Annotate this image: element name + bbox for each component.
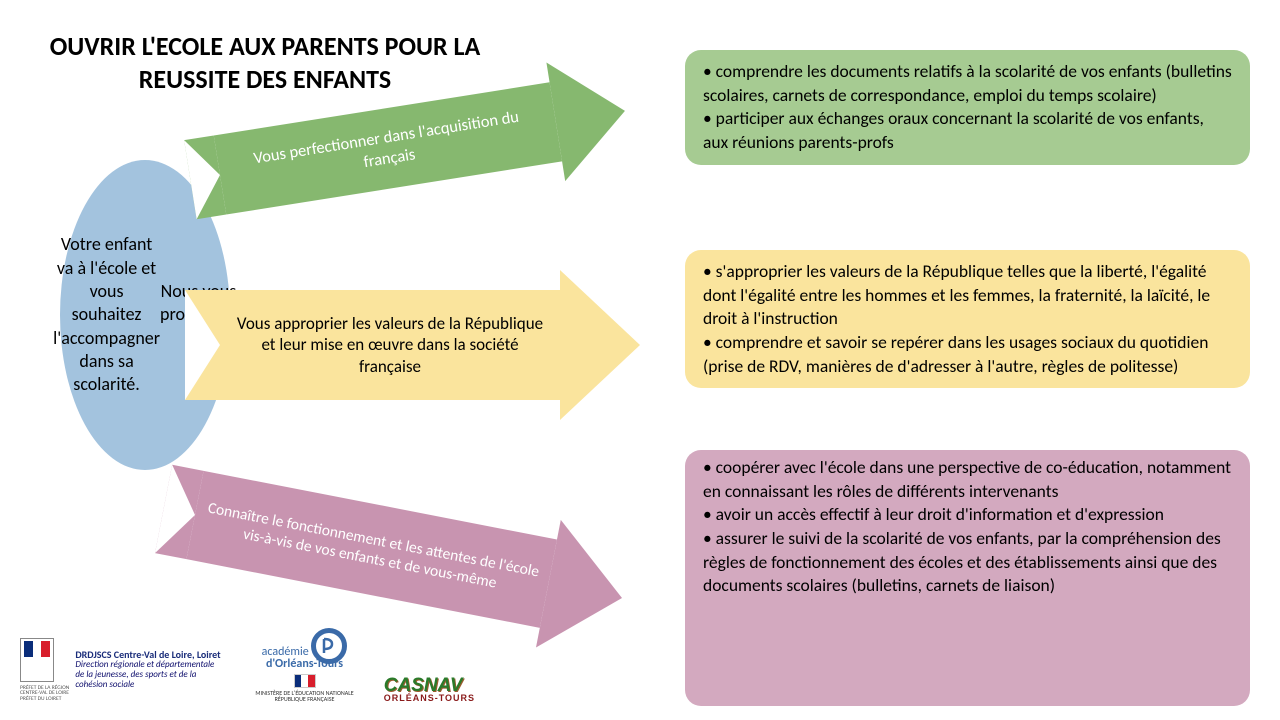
outcome-box-3: • coopérer avec l'école dans une perspec… [685,450,1250,706]
arrow-school-label: Connaître le fonctionnement et les atten… [186,471,557,628]
arrow-values: Vous approprier les valeurs de la Républ… [220,290,560,400]
arrow-french-label: Vous perfectionner dans l'acquisition du… [214,82,562,214]
outcome-box-2: • s'approprier les valeurs de la Républi… [685,250,1250,388]
logo-strip: PRÉFET DE LA RÉGION CENTRE-VAL DE LOIRE … [20,628,475,702]
logo-academie: académie d'Orléans-Tours MINISTÈRE DE L'… [255,628,353,702]
logo-drdjscs: PRÉFET DE LA RÉGION CENTRE-VAL DE LOIRE … [20,638,225,703]
arrow-values-label: Vous approprier les valeurs de la Républ… [220,290,560,400]
drdjscs-line3: de la jeunesse, des sports et de la cohé… [75,670,225,690]
arrow-french: Vous perfectionner dans l'acquisition du… [214,82,562,214]
academie-sub: MINISTÈRE DE L'ÉDUCATION NATIONALE RÉPUB… [255,690,353,702]
arrow-school: Connaître le fonctionnement et les atten… [186,471,557,628]
prefet-text: PRÉFET DE LA RÉGION CENTRE-VAL DE LOIRE … [20,686,69,703]
marianne-icon [20,638,54,682]
logo-casnav: CASNAV ORLÉANS-TOURS [384,677,475,702]
casnav-sub: ORLÉANS-TOURS [384,694,475,702]
outcome-box-1: • comprendre les documents relatifs à la… [685,50,1250,165]
academie-word2: d'Orléans-Tours [255,658,353,670]
main-title: OUVRIR L'ECOLE AUX PARENTS POUR LA REUSS… [40,30,490,95]
